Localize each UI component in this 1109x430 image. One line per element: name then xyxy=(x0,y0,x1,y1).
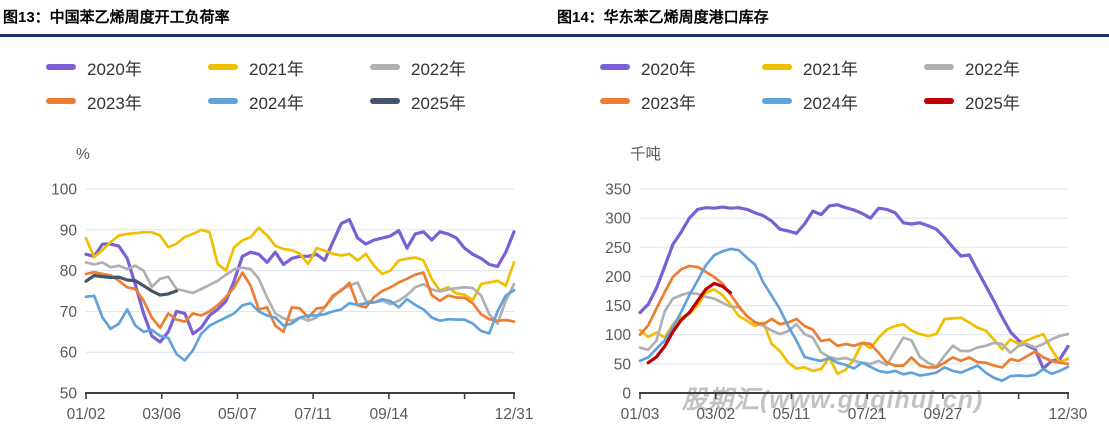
x-tick-label: 09/14 xyxy=(369,406,408,423)
x-tick-label: 07/21 xyxy=(848,406,887,423)
series-line-2024 xyxy=(84,288,516,362)
x-tick-label: 01/03 xyxy=(621,406,660,423)
y-tick-label: 50 xyxy=(60,386,78,403)
y-tick-label: 70 xyxy=(60,304,78,321)
legend-swatch xyxy=(370,64,400,70)
y-tick-label: 50 xyxy=(614,356,632,373)
y-tick-label: 350 xyxy=(605,182,631,199)
y-tick-label: 100 xyxy=(51,182,77,199)
series-line-2020 xyxy=(84,217,516,344)
figure-14-panel: 股期汇(www.guqihui.cn) 图14：华东苯乙烯周度港口库存 2020… xyxy=(554,0,1109,430)
y-tick-label: 150 xyxy=(605,298,631,315)
y-axis-unit-label: 千吨 xyxy=(630,145,661,163)
legend-swatch xyxy=(600,98,630,104)
x-tick-label: 12/31 xyxy=(495,406,534,423)
legend-item-2020: 2020年 xyxy=(46,50,208,84)
legend-swatch xyxy=(46,64,76,70)
figure-14-title: 图14：华东苯乙烯周度港口库存 xyxy=(554,0,1109,37)
x-tick-label: 01/02 xyxy=(67,406,106,423)
series-line-2024 xyxy=(638,247,1070,383)
x-tick-label: 05/07 xyxy=(218,406,257,423)
x-tick-label: 09/27 xyxy=(923,406,962,423)
legend-label: 2020年 xyxy=(641,59,696,79)
legend-swatch xyxy=(208,64,238,70)
legend-label: 2021年 xyxy=(803,59,858,79)
legend-label: 2021年 xyxy=(249,59,304,79)
legend-item-2025: 2025年 xyxy=(370,84,532,118)
legend-swatch xyxy=(600,64,630,70)
series-line-2025 xyxy=(646,281,733,365)
y-tick-label: 0 xyxy=(622,386,631,403)
legend-swatch xyxy=(924,98,954,104)
series-line-2020 xyxy=(638,203,1070,371)
figure-14-legend: 2020年 2021年 2022年 2023年 2024年 2025年 xyxy=(600,50,1100,118)
y-tick-label: 250 xyxy=(605,240,631,257)
legend-swatch xyxy=(370,98,400,104)
legend-item-2023: 2023年 xyxy=(600,84,762,118)
legend-item-2022: 2022年 xyxy=(924,50,1086,84)
series-line-2025 xyxy=(84,273,179,297)
legend-label: 2024年 xyxy=(249,93,304,113)
y-tick-label: 80 xyxy=(60,263,78,280)
y-tick-label: 100 xyxy=(605,327,631,344)
legend-label: 2024年 xyxy=(803,93,858,113)
x-tick-label: 07/11 xyxy=(294,406,332,423)
x-tick-label: 12/30 xyxy=(1049,406,1088,423)
y-tick-label: 200 xyxy=(605,269,631,286)
legend-label: 2023年 xyxy=(641,93,696,113)
y-tick-label: 60 xyxy=(60,345,78,362)
legend-swatch xyxy=(762,98,792,104)
legend-item-2021: 2021年 xyxy=(762,50,924,84)
legend-label: 2025年 xyxy=(965,93,1020,113)
legend-swatch xyxy=(208,98,238,104)
legend-item-2024: 2024年 xyxy=(208,84,370,118)
legend-item-2020: 2020年 xyxy=(600,50,762,84)
series-line-2022 xyxy=(638,291,1070,369)
legend-item-2024: 2024年 xyxy=(762,84,924,118)
figure-13-title: 图13：中国苯乙烯周度开工负荷率 xyxy=(0,0,554,37)
series-line-2023 xyxy=(638,264,1070,369)
legend-item-2022: 2022年 xyxy=(370,50,532,84)
legend-label: 2022年 xyxy=(411,59,466,79)
series-line-2023 xyxy=(84,270,516,334)
x-tick-label: 03/06 xyxy=(142,406,181,423)
legend-item-2023: 2023年 xyxy=(46,84,208,118)
figure-14-chart: 0 50 100 150 200 250 300 350 千吨 01/03 03/02 05/11 07… xyxy=(605,145,1088,423)
legend-label: 2025年 xyxy=(411,93,466,113)
x-tick-label: 05/11 xyxy=(773,406,811,423)
watermark: 股期汇(www.guqihui.cn) xyxy=(682,386,984,414)
legend-item-2025: 2025年 xyxy=(924,84,1086,118)
y-axis-unit-label: % xyxy=(76,146,90,163)
legend-swatch xyxy=(924,64,954,70)
legend-label: 2020年 xyxy=(87,59,142,79)
figure-13-panel: 图13：中国苯乙烯周度开工负荷率 2020年 2021年 2022年 2023年 202… xyxy=(0,0,554,430)
legend-label: 2022年 xyxy=(965,59,1020,79)
y-tick-label: 300 xyxy=(605,211,631,228)
legend-item-2021: 2021年 xyxy=(208,50,370,84)
figure-13-chart: 50 60 70 80 90 100% 01/02 03/06 05/07 07/11 09/14 1… xyxy=(51,146,534,423)
x-tick-label: 03/02 xyxy=(696,406,735,423)
legend-swatch xyxy=(762,64,792,70)
figure-13-legend: 2020年 2021年 2022年 2023年 2024年 2025年 xyxy=(46,50,546,118)
legend-label: 2023年 xyxy=(87,93,142,113)
legend-swatch xyxy=(46,98,76,104)
y-tick-label: 90 xyxy=(60,222,78,239)
